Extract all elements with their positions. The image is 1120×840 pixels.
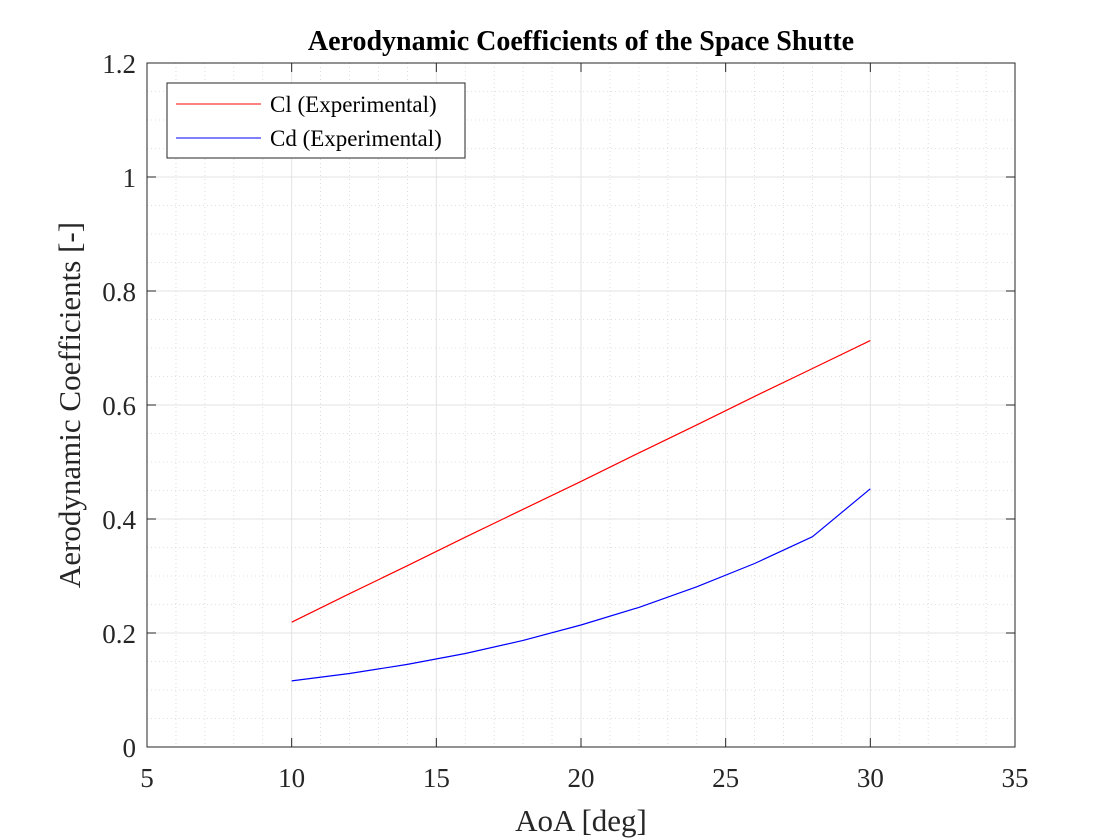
tick-marks <box>146 62 1016 748</box>
x-tick-label: 10 <box>278 763 305 793</box>
legend-label-cd: Cd (Experimental) <box>270 126 442 151</box>
series-layer <box>291 340 871 682</box>
x-tick-label: 15 <box>423 763 450 793</box>
x-tick-label: 20 <box>568 763 595 793</box>
y-axis-label: Aerodynamic Coefficients [-] <box>52 222 87 588</box>
y-tick-label: 1.2 <box>102 49 136 79</box>
x-tick-labels: 5 10 15 20 25 30 35 <box>140 763 1028 793</box>
y-tick-label: 0.6 <box>102 391 136 421</box>
y-tick-label: 0 <box>123 733 137 763</box>
series-line-0 <box>291 340 871 623</box>
legend: Cl (Experimental) Cd (Experimental) <box>166 82 466 159</box>
y-tick-label: 1 <box>123 163 137 193</box>
series-line-1 <box>291 488 871 682</box>
y-tick-label: 0.4 <box>102 505 136 535</box>
y-tick-label: 0.8 <box>102 277 136 307</box>
legend-box <box>166 82 466 159</box>
x-axis-label: AoA [deg] <box>515 803 647 838</box>
y-tick-label: 0.2 <box>102 619 136 649</box>
y-tick-labels: 0 0.2 0.4 0.6 0.8 1 1.2 <box>102 49 136 763</box>
legend-label-cl: Cl (Experimental) <box>270 92 437 117</box>
x-tick-label: 25 <box>712 763 739 793</box>
chart-title: Aerodynamic Coefficients of the Space Sh… <box>308 26 854 57</box>
x-tick-label: 35 <box>1002 763 1029 793</box>
x-tick-label: 30 <box>857 763 884 793</box>
major-grid <box>147 63 1015 747</box>
x-tick-label: 5 <box>140 763 154 793</box>
